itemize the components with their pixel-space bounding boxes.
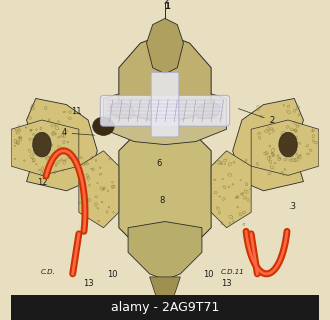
Ellipse shape <box>196 103 220 119</box>
Text: 12: 12 <box>37 178 47 187</box>
FancyBboxPatch shape <box>151 72 179 137</box>
Polygon shape <box>149 277 181 301</box>
Polygon shape <box>147 19 183 74</box>
Ellipse shape <box>279 132 297 157</box>
Text: .3: .3 <box>288 202 296 211</box>
Text: 8: 8 <box>159 196 165 205</box>
Polygon shape <box>251 120 319 175</box>
Polygon shape <box>119 34 211 123</box>
FancyBboxPatch shape <box>100 95 230 126</box>
Text: 6: 6 <box>156 159 161 168</box>
Text: 13: 13 <box>221 279 232 288</box>
Text: 9: 9 <box>162 294 168 304</box>
Polygon shape <box>233 99 304 191</box>
Text: alamy - 2AG9T71: alamy - 2AG9T71 <box>111 301 219 314</box>
Bar <box>11 295 319 320</box>
Text: 1: 1 <box>164 2 170 11</box>
Polygon shape <box>119 129 211 249</box>
Text: 10: 10 <box>203 270 213 279</box>
Text: 10: 10 <box>108 270 118 279</box>
Polygon shape <box>211 151 251 228</box>
Text: 4: 4 <box>61 128 94 137</box>
Text: 11: 11 <box>71 107 82 116</box>
Polygon shape <box>26 99 97 191</box>
Text: 2: 2 <box>238 108 275 125</box>
Ellipse shape <box>93 117 114 135</box>
Polygon shape <box>79 151 119 228</box>
Text: 13: 13 <box>83 279 93 288</box>
Ellipse shape <box>110 103 134 119</box>
Polygon shape <box>104 80 226 145</box>
Text: C.D.: C.D. <box>41 269 55 275</box>
Ellipse shape <box>33 132 51 157</box>
Polygon shape <box>128 221 202 280</box>
Text: C.D.11: C.D.11 <box>221 269 245 275</box>
Polygon shape <box>11 120 79 175</box>
